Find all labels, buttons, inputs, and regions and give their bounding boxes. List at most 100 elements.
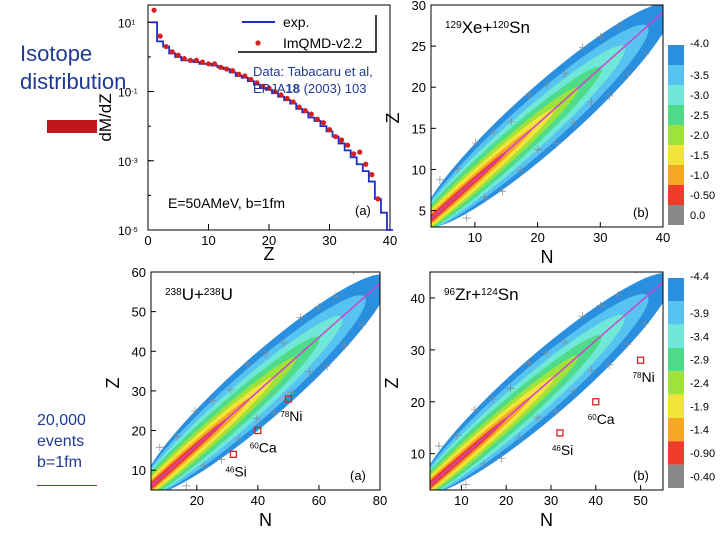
colorbar-swatch: [668, 205, 684, 225]
colorbar-swatch: [668, 371, 684, 395]
grid-cross: [569, 118, 578, 127]
model-point: [236, 71, 242, 77]
reaction-label-part: +: [194, 285, 204, 304]
model-point: [332, 133, 339, 140]
legend-exp-label: exp.: [283, 14, 309, 30]
highlight-bar: [47, 120, 97, 133]
nucleus-label: 78Ni: [633, 369, 655, 385]
x-tick-label: 60: [312, 493, 326, 508]
grid-cross: [270, 408, 279, 417]
heatmap-band: [427, 5, 663, 249]
colorbar-label: -4.4: [690, 271, 709, 283]
heatmap-band: [147, 272, 380, 516]
grid-cross: [488, 395, 497, 404]
model-point: [181, 56, 187, 62]
x-tick-label: 40: [383, 233, 397, 248]
grid-cross: [497, 454, 506, 463]
y-tick-label: 30: [412, 0, 426, 13]
grid-cross: [287, 388, 296, 397]
reaction-label-part: U: [221, 285, 233, 304]
grid-cross: [480, 193, 489, 202]
colorbar-label: -1.9: [690, 401, 709, 413]
reaction-label-part: U: [182, 285, 194, 304]
grid-cross: [551, 139, 560, 148]
grid-cross: [614, 22, 623, 31]
grid-cross: [445, 235, 453, 243]
grid-cross: [596, 32, 605, 41]
model-point: [224, 66, 230, 72]
y-tick-label: 10: [412, 162, 426, 177]
colorbar-swatch: [668, 418, 684, 442]
reaction-label-part: Sn: [498, 285, 519, 304]
colorbar-swatch: [668, 125, 684, 145]
data-note-2-part: 18: [286, 81, 300, 96]
grid-cross: [147, 508, 155, 516]
y-axis-label: Z: [382, 378, 402, 389]
grid-cross: [587, 366, 596, 375]
model-point: [296, 104, 302, 110]
nucleus-label: 60Ca: [250, 440, 277, 456]
model-point: [205, 61, 212, 67]
heatmap-band: [426, 255, 663, 515]
dmdz-chart: 0 10 20 30 4010110-110-310-5dM/dZZexp.ImQMD-…: [96, 4, 397, 264]
grid-cross: [296, 313, 305, 322]
grid-cross: [340, 341, 349, 350]
model-point: [357, 149, 363, 155]
nucleus-label: 78Ni: [280, 408, 302, 424]
x-tick-label: 40: [251, 493, 265, 508]
nucleus-label: 46Si: [552, 442, 573, 458]
x-tick-label: 20: [262, 233, 276, 248]
events-line-2: events: [37, 433, 85, 450]
model-point: [211, 61, 218, 67]
condition-label: E=50AMeV, b=1fm: [168, 195, 285, 211]
grid-cross: [560, 337, 569, 346]
model-point: [199, 59, 206, 65]
model-point: [272, 88, 278, 95]
y-tick-label-part: -3: [131, 157, 137, 164]
y-axis-label: dM/dZ: [96, 93, 115, 141]
colorbar-label: -1.4: [690, 425, 709, 437]
grid-cross: [560, 69, 569, 78]
colorbar-swatch: [668, 145, 684, 165]
x-tick-label: 20: [530, 230, 544, 245]
y-tick-label: 10-3: [118, 155, 138, 169]
data-note: Data: Tabacaru et al,: [253, 64, 373, 79]
grid-cross: [426, 507, 434, 515]
nucleus-marker: [254, 426, 262, 435]
y-tick-label: 15: [412, 121, 426, 136]
grid-cross: [434, 442, 443, 451]
y-tick-label: 10: [411, 447, 425, 462]
grid-cross: [165, 502, 173, 510]
model-point: [230, 68, 236, 74]
stability-line: [151, 282, 380, 487]
reaction-label-part: 96: [444, 287, 456, 298]
reaction-label-part: Xe: [462, 18, 483, 37]
grid-cross: [506, 384, 515, 393]
grid-cross: [650, 255, 658, 263]
colorbar-swatch: [668, 394, 684, 418]
model-point: [363, 161, 369, 167]
title-text: Isotope distribution: [20, 40, 126, 96]
x-axis-label: Z: [264, 244, 275, 264]
data-note-2-part: EPJA: [253, 81, 286, 96]
y-tick-label: 10: [132, 463, 146, 478]
grid-cross: [331, 292, 340, 301]
plot-frame: [150, 271, 381, 491]
grid-cross: [578, 43, 587, 52]
model-point: [169, 49, 175, 55]
u-u-heatmap: 20 40 60 80102030405060NZ238U+238U(a)78Ni60…: [103, 265, 387, 530]
model-point: [187, 57, 193, 63]
grid-cross: [498, 187, 507, 196]
grid-cross: [358, 320, 367, 329]
panel-label: (a): [355, 203, 371, 218]
grid-cross: [427, 241, 435, 249]
model-point: [308, 111, 314, 117]
grid-cross: [489, 128, 498, 137]
data-note-2: EPJA18 (2003) 103: [253, 81, 366, 96]
colorbar-swatch: [668, 65, 684, 85]
colorbar-swatch: [668, 441, 684, 465]
grid-cross: [191, 407, 200, 416]
x-tick-label: 30: [544, 493, 558, 508]
nucleus-label-part: 78: [280, 409, 289, 418]
model-point: [218, 64, 224, 70]
